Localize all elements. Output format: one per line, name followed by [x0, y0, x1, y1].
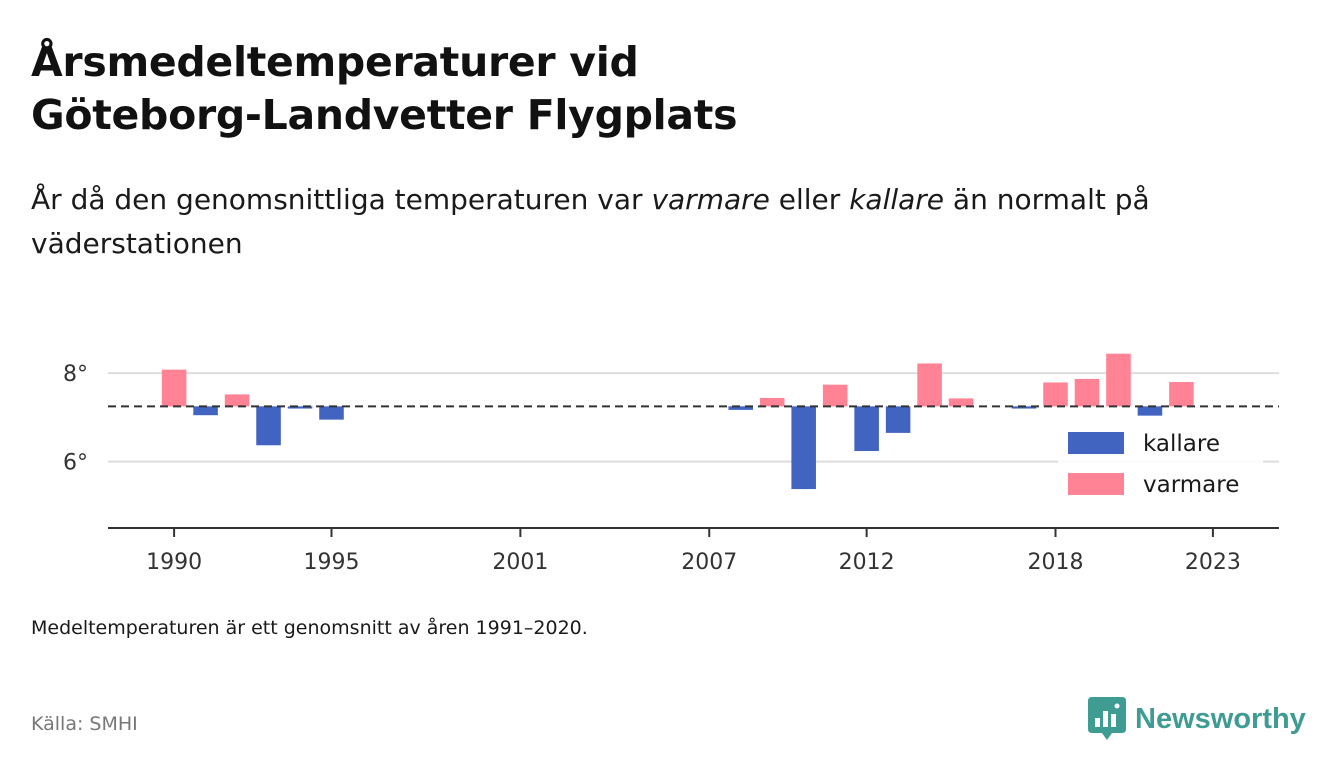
bar-colder: [885, 406, 911, 433]
chart-title-line2: Göteborg-Landvetter Flygplats: [31, 91, 738, 139]
x-tick-label: 2018: [1028, 550, 1084, 575]
bar-colder: [1137, 406, 1163, 416]
chart-title: Årsmedeltemperaturer vid Göteborg-Landve…: [31, 36, 1131, 142]
bar-warmer: [1074, 378, 1100, 407]
legend-label-kallare: kallare: [1143, 431, 1220, 457]
bar-warmer: [822, 384, 848, 407]
bar-colder: [1011, 406, 1037, 409]
subtitle-text-3: än normalt på väderstationen: [31, 183, 1150, 260]
bar-colder: [728, 406, 753, 410]
chart-subtitle: År då den genomsnittliga temperaturen va…: [31, 178, 1301, 266]
bar-warmer: [917, 363, 942, 407]
bar-warmer: [948, 398, 974, 407]
x-tick-label: 2007: [681, 550, 737, 575]
subtitle-em-warmer: varmare: [651, 183, 770, 216]
bar-warmer: [161, 369, 187, 407]
bar-colder: [287, 406, 313, 409]
bar-colder: [319, 406, 344, 420]
x-tick-label: 2023: [1185, 550, 1241, 575]
bar-warmer: [1169, 382, 1194, 407]
bar-warmer: [1106, 353, 1131, 407]
x-tick-label: 2001: [492, 550, 548, 575]
newsworthy-logo-icon: [1088, 697, 1126, 740]
bar-colder: [791, 406, 816, 490]
subtitle-em-colder: kallare: [849, 183, 945, 216]
bar-warmer: [224, 394, 250, 407]
x-tick-label: 2012: [839, 550, 895, 575]
bar-warmer: [1043, 382, 1068, 407]
legend-swatch-varmare: [1068, 473, 1124, 495]
x-tick-label: 1990: [146, 550, 202, 575]
subtitle-text-2: eller: [769, 183, 850, 216]
chart-title-line1: Årsmedeltemperaturer vid: [31, 38, 639, 86]
footnote: Medeltemperaturen är ett genomsnitt av å…: [31, 617, 588, 639]
legend-label-varmare: varmare: [1143, 472, 1239, 498]
bar-warmer: [759, 397, 785, 407]
y-tick-label: 8°: [63, 362, 88, 387]
x-tick-label: 1995: [303, 550, 359, 575]
bar-colder: [193, 406, 218, 416]
brand-name: Newsworthy: [1135, 702, 1306, 735]
bar-colder: [256, 406, 281, 446]
legend-swatch-kallare: [1068, 432, 1124, 454]
bar-colder: [854, 406, 879, 452]
subtitle-text-1: År då den genomsnittliga temperaturen va…: [31, 183, 652, 216]
brand-logo: Newsworthy: [1088, 697, 1306, 741]
y-tick-label: 6°: [63, 451, 88, 476]
source-label: Källa: SMHI: [31, 713, 138, 735]
